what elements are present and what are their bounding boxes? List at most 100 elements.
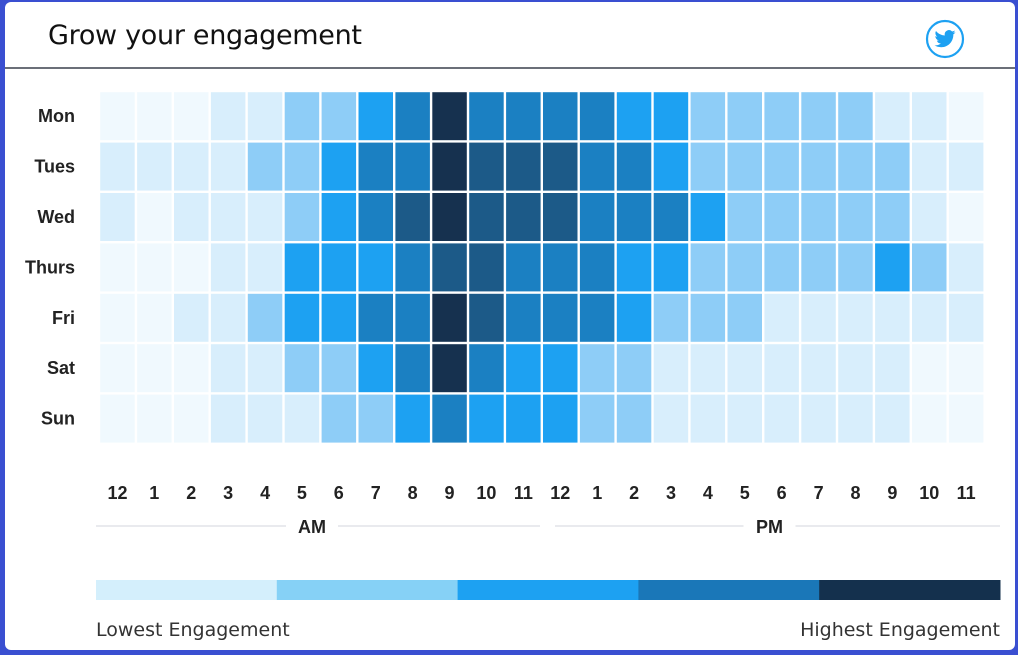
heatmap-cell bbox=[432, 193, 467, 241]
heatmap-cell bbox=[137, 293, 172, 342]
heatmap-cell bbox=[579, 344, 615, 393]
heatmap-cell bbox=[210, 142, 246, 191]
heatmap-cell bbox=[690, 142, 726, 191]
column-label: 1 bbox=[149, 483, 159, 503]
column-label: 9 bbox=[444, 483, 454, 503]
column-label: 12 bbox=[107, 483, 127, 503]
heatmap-cell bbox=[395, 142, 430, 191]
heatmap-cell bbox=[948, 293, 984, 342]
legend-segment bbox=[457, 580, 639, 600]
heatmap-cell bbox=[690, 193, 726, 241]
heatmap-cell bbox=[838, 92, 873, 141]
heatmap-cell bbox=[321, 394, 357, 443]
column-label: 11 bbox=[514, 483, 533, 503]
heatmap-cell bbox=[543, 293, 578, 342]
heatmap-cell bbox=[875, 243, 910, 292]
period-groups: AM PM bbox=[96, 517, 1000, 537]
heatmap-cell bbox=[432, 243, 467, 292]
heatmap-cell bbox=[395, 344, 430, 393]
heatmap-cell bbox=[948, 193, 984, 241]
heatmap-cell bbox=[727, 142, 762, 191]
heatmap-cell bbox=[395, 243, 430, 292]
heatmap-cell bbox=[948, 92, 984, 141]
heatmap-cell bbox=[432, 394, 467, 443]
heatmap-cell bbox=[801, 394, 836, 443]
heatmap-cell bbox=[875, 344, 910, 393]
heatmap-cell bbox=[358, 243, 393, 292]
heatmap-cell bbox=[727, 394, 762, 443]
row-label-wed: Wed bbox=[37, 207, 75, 227]
heatmap-cell bbox=[948, 243, 984, 292]
heatmap-cell bbox=[912, 142, 947, 191]
heatmap-cell bbox=[838, 394, 873, 443]
heatmap-cell bbox=[395, 193, 430, 241]
heatmap-cell bbox=[210, 193, 246, 241]
heatmap-cell bbox=[838, 193, 873, 241]
heatmap-cell bbox=[174, 394, 209, 443]
heatmap-cell bbox=[506, 293, 541, 342]
heatmap-cell bbox=[579, 142, 615, 191]
engagement-card: Grow your engagement Mon Tues Wed Thurs Fri S… bbox=[5, 2, 1015, 650]
heatmap-cell bbox=[100, 344, 135, 393]
heatmap-cell bbox=[727, 243, 762, 292]
heatmap-cell bbox=[616, 92, 652, 141]
heatmap-cell bbox=[506, 243, 541, 292]
heatmap-cell bbox=[174, 344, 209, 393]
heatmap-cell bbox=[616, 243, 652, 292]
heatmap-cell bbox=[174, 92, 209, 141]
heatmap-cell bbox=[432, 142, 467, 191]
heatmap-cell bbox=[948, 142, 984, 191]
heatmap-cell bbox=[100, 92, 135, 141]
column-label: 7 bbox=[814, 483, 824, 503]
column-label: 1 bbox=[592, 483, 602, 503]
column-label: 12 bbox=[550, 483, 570, 503]
heatmap-cell bbox=[543, 92, 578, 141]
heatmap-cell bbox=[764, 142, 799, 191]
row-label-sat: Sat bbox=[47, 358, 75, 378]
card-header: Grow your engagement bbox=[5, 2, 1015, 69]
heatmap-cell bbox=[653, 394, 689, 443]
heatmap-cell bbox=[727, 344, 762, 393]
heatmap-cell bbox=[506, 394, 541, 443]
heatmap-cell bbox=[948, 344, 984, 393]
column-label: 2 bbox=[186, 483, 196, 503]
heatmap-cell bbox=[358, 394, 393, 443]
heatmap-cell bbox=[690, 293, 726, 342]
heatmap-cell bbox=[912, 293, 947, 342]
heatmap-cell bbox=[616, 344, 652, 393]
heatmap-cell bbox=[358, 142, 393, 191]
heatmap-cell bbox=[469, 142, 504, 191]
heatmap-cell bbox=[801, 344, 836, 393]
heatmap-cell bbox=[579, 193, 615, 241]
legend-segment bbox=[819, 580, 1001, 600]
column-label: 4 bbox=[260, 483, 270, 503]
heatmap-cell bbox=[727, 293, 762, 342]
heatmap-cell bbox=[358, 293, 393, 342]
heatmap-cell bbox=[912, 193, 947, 241]
heatmap-cell bbox=[764, 344, 799, 393]
heatmap-cell bbox=[506, 92, 541, 141]
column-label: 5 bbox=[740, 483, 750, 503]
heatmap-cell bbox=[137, 92, 172, 141]
heatmap-cell bbox=[321, 92, 357, 141]
heatmap-cell bbox=[764, 243, 799, 292]
twitter-icon[interactable] bbox=[925, 19, 965, 59]
period-label-am: AM bbox=[298, 517, 326, 537]
heatmap-cell bbox=[838, 293, 873, 342]
heatmap-cell bbox=[948, 394, 984, 443]
heatmap-cell bbox=[137, 394, 172, 443]
row-label-thurs: Thurs bbox=[25, 257, 75, 277]
column-label: 7 bbox=[371, 483, 381, 503]
heatmap-cell bbox=[690, 92, 726, 141]
heatmap-cell bbox=[321, 293, 357, 342]
legend-segment bbox=[276, 580, 459, 600]
heatmap-cell bbox=[321, 243, 357, 292]
heatmap-cell bbox=[912, 394, 947, 443]
heatmap-cell bbox=[727, 92, 762, 141]
heatmap-cell bbox=[247, 193, 283, 241]
heatmap-cell bbox=[801, 193, 836, 241]
column-label: 10 bbox=[476, 483, 496, 503]
column-label: 3 bbox=[666, 483, 676, 503]
row-label-tues: Tues bbox=[34, 157, 75, 177]
